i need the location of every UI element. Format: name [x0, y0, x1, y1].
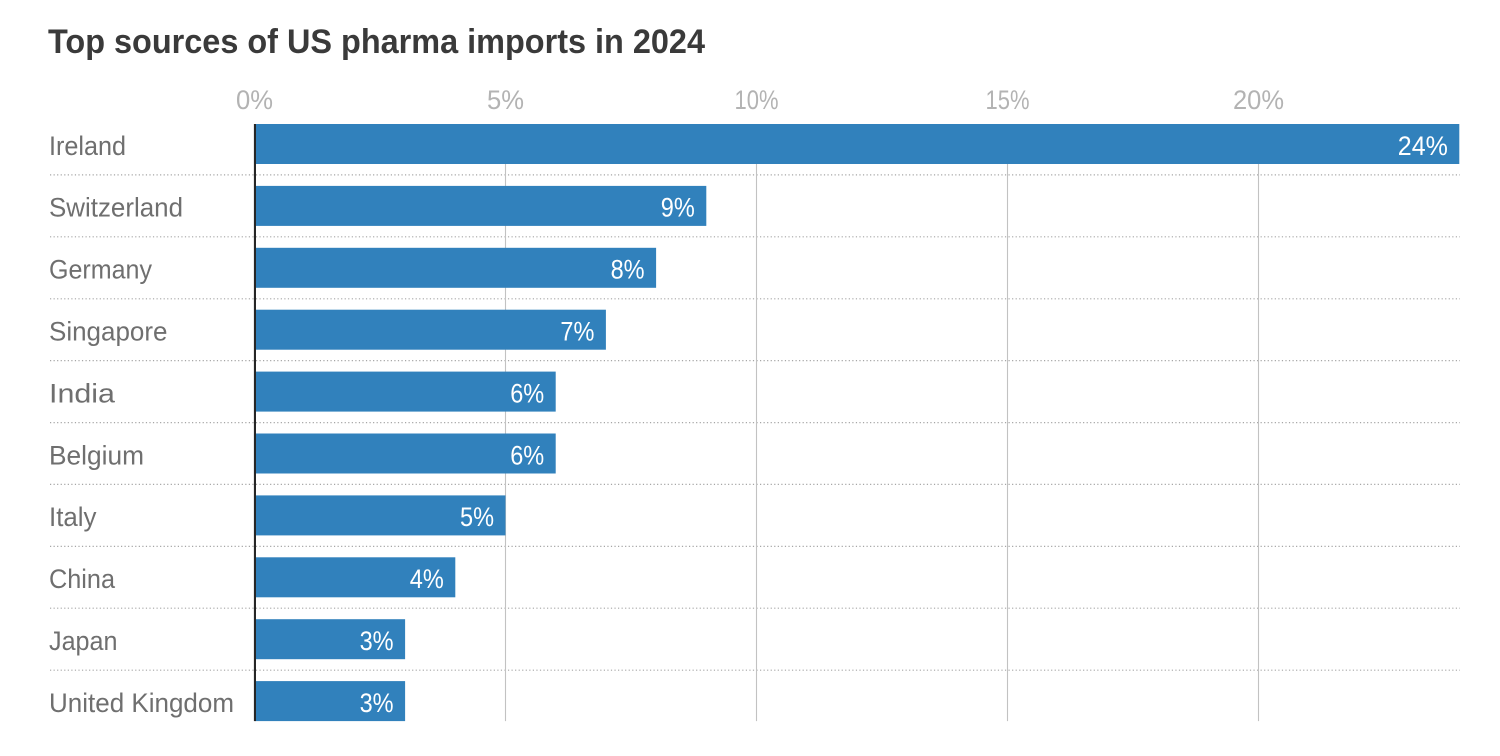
svg-text:China: China: [49, 564, 116, 594]
svg-text:Italy: Italy: [49, 502, 97, 532]
svg-text:5%: 5%: [487, 85, 524, 115]
svg-text:6%: 6%: [510, 378, 544, 408]
svg-text:4%: 4%: [410, 564, 444, 594]
svg-text:Germany: Germany: [49, 255, 152, 285]
svg-text:20%: 20%: [1233, 85, 1284, 115]
svg-text:3%: 3%: [360, 626, 394, 656]
svg-text:10%: 10%: [735, 85, 779, 115]
svg-text:0%: 0%: [236, 85, 273, 115]
svg-text:6%: 6%: [510, 440, 544, 470]
svg-text:3%: 3%: [360, 688, 394, 718]
svg-text:United Kingdom: United Kingdom: [49, 688, 234, 718]
svg-text:Singapore: Singapore: [49, 317, 168, 347]
svg-text:9%: 9%: [661, 193, 695, 223]
svg-text:15%: 15%: [986, 85, 1030, 115]
svg-text:Japan: Japan: [49, 626, 118, 656]
svg-text:24%: 24%: [1398, 131, 1448, 161]
svg-text:7%: 7%: [560, 317, 594, 347]
svg-text:Switzerland: Switzerland: [49, 193, 183, 223]
svg-text:Belgium: Belgium: [49, 440, 144, 470]
svg-text:Ireland: Ireland: [49, 131, 126, 161]
svg-text:5%: 5%: [460, 502, 494, 532]
svg-text:8%: 8%: [611, 255, 645, 285]
svg-text:Top sources of US pharma impor: Top sources of US pharma imports in 2024: [48, 23, 705, 61]
svg-text:India: India: [49, 378, 116, 408]
